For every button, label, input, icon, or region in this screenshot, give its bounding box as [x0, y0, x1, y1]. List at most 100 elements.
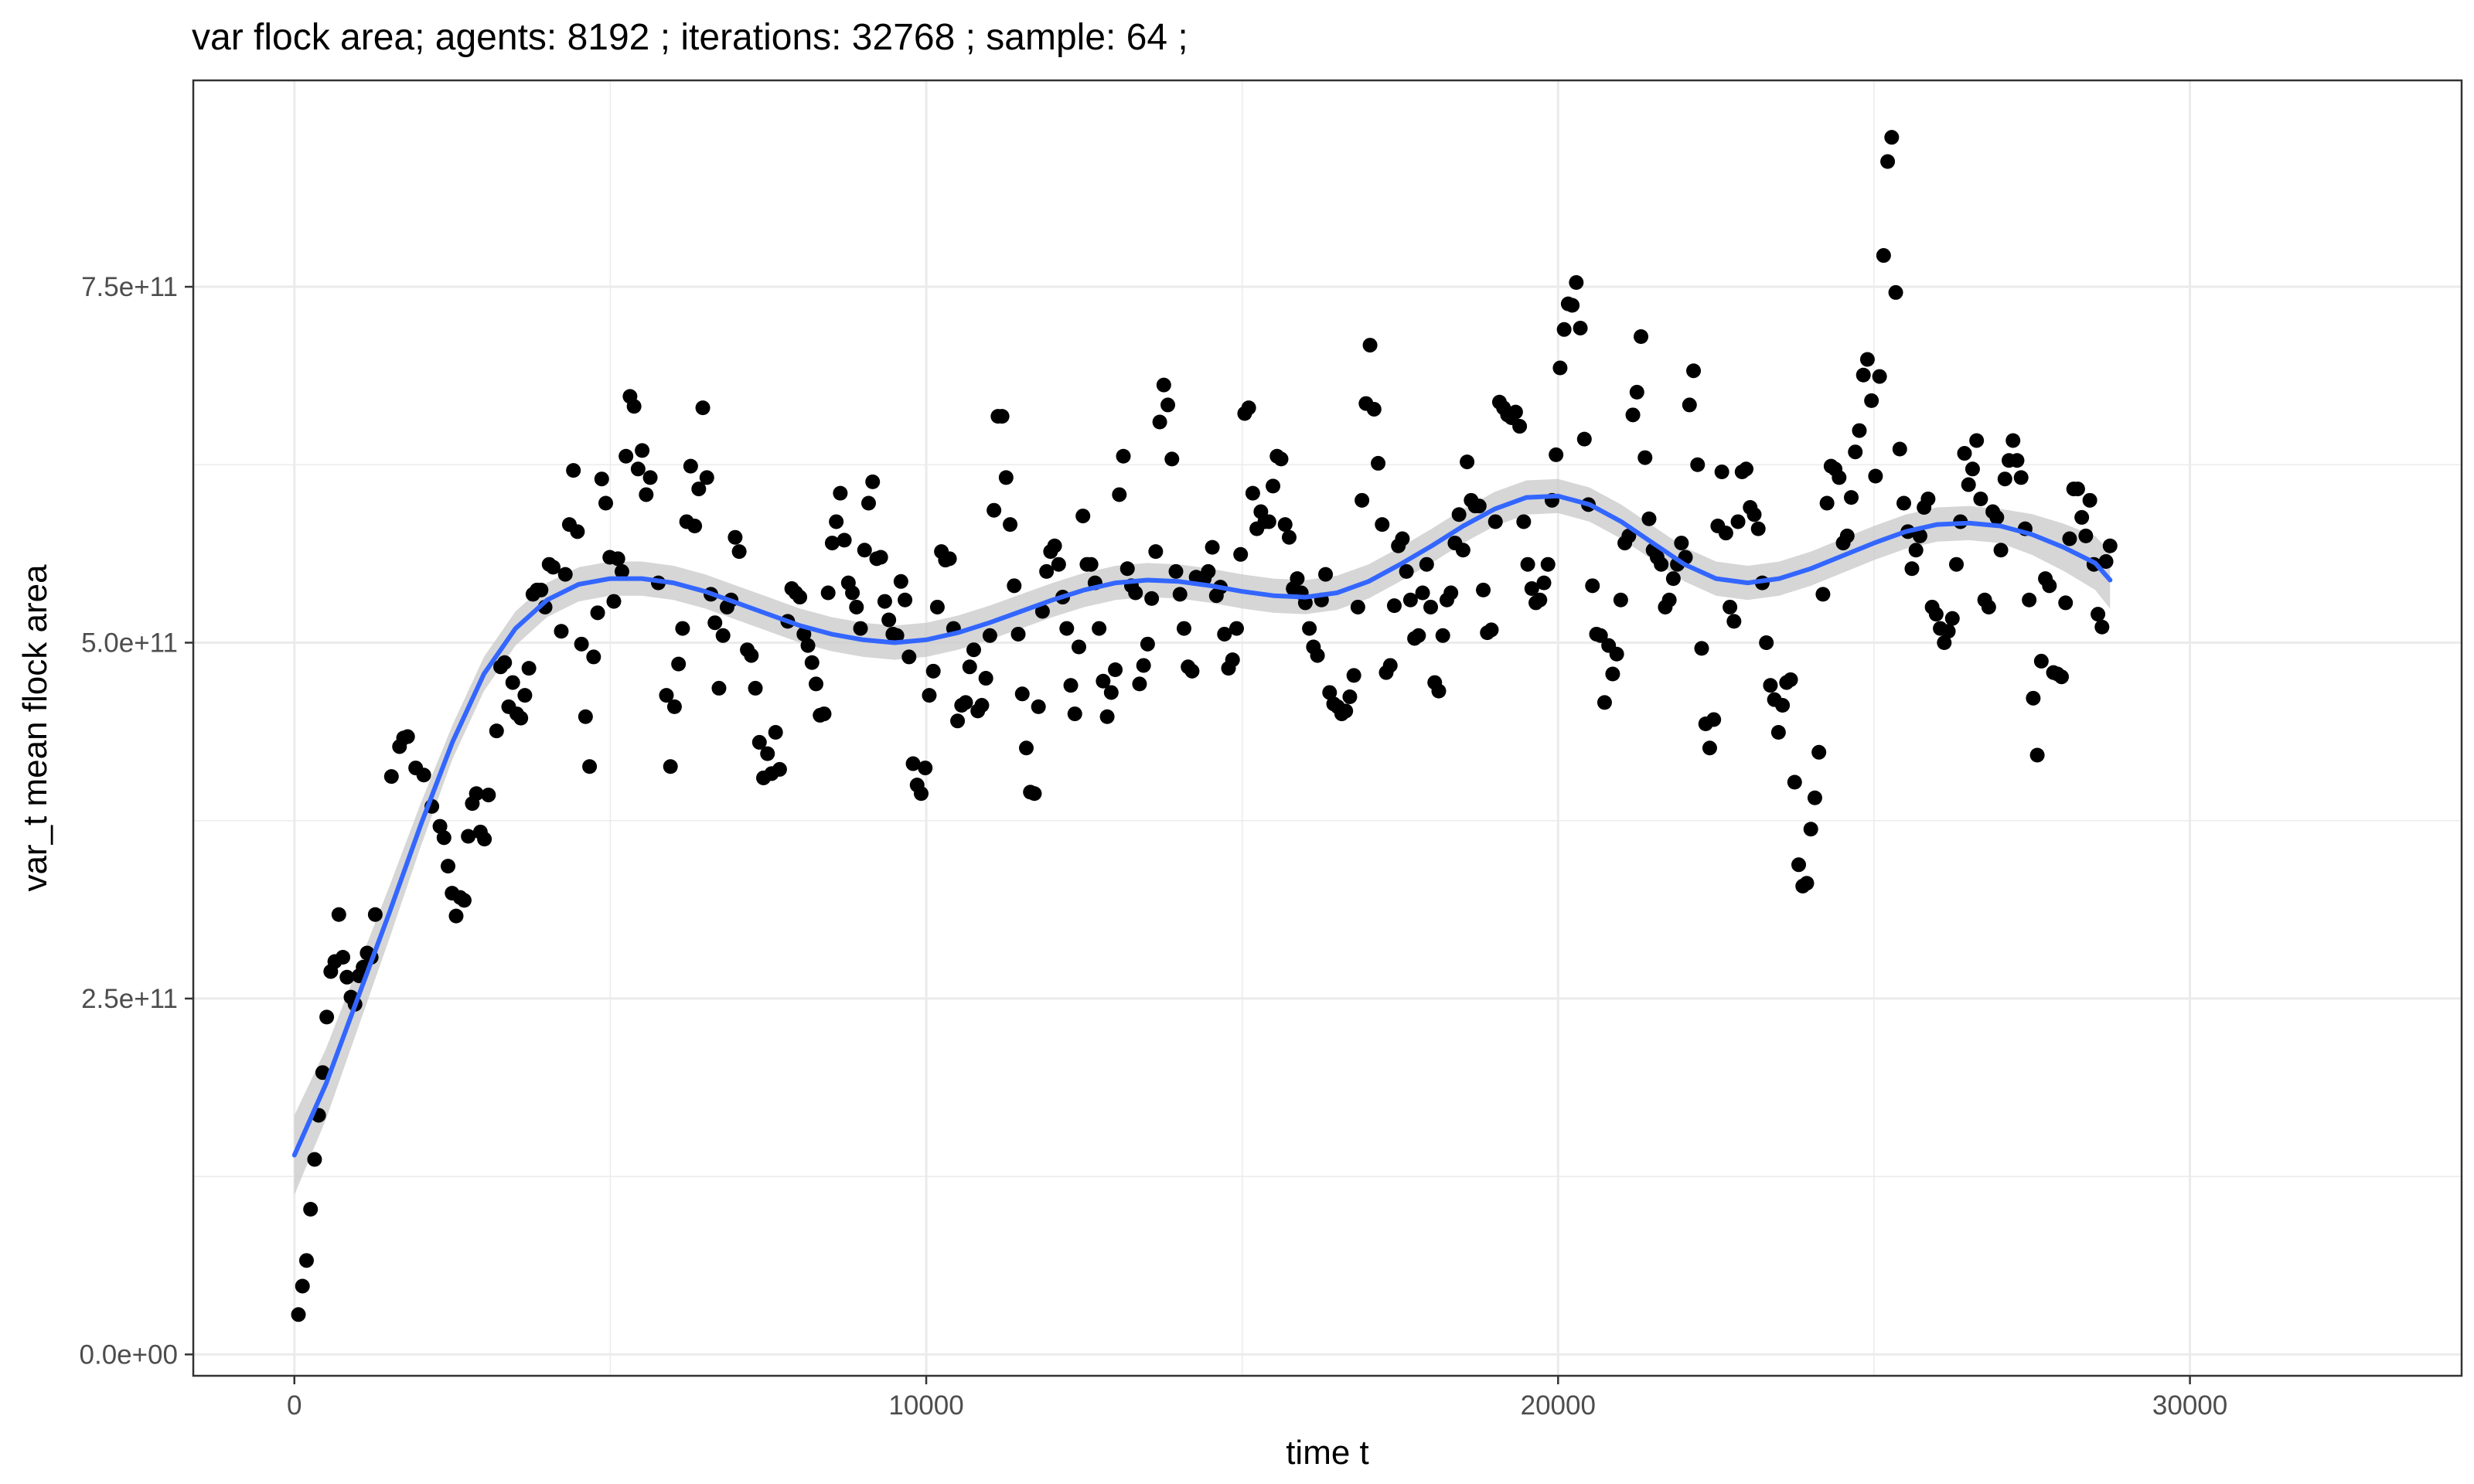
data-point	[1634, 329, 1649, 345]
plot-panel-border	[192, 79, 2463, 1377]
data-point	[1665, 571, 1681, 587]
data-point	[578, 709, 593, 724]
data-point	[942, 551, 957, 567]
data-point	[590, 605, 605, 621]
data-point	[416, 768, 431, 783]
data-point	[383, 769, 399, 785]
data-point	[295, 1278, 310, 1294]
data-point	[1989, 509, 2005, 525]
data-point	[1136, 658, 1151, 673]
y-tick-label: 7.5e+11	[81, 272, 178, 302]
data-point	[1051, 556, 1066, 572]
data-point	[517, 688, 533, 703]
data-point	[1411, 628, 1426, 643]
data-point	[1099, 709, 1115, 724]
data-point	[751, 734, 767, 750]
data-point	[570, 524, 585, 539]
data-point	[1807, 790, 1822, 805]
data-point	[1783, 672, 1798, 687]
data-point	[1576, 431, 1592, 447]
data-point	[336, 950, 351, 965]
data-point	[1609, 646, 1624, 662]
data-point	[1625, 407, 1641, 423]
data-point	[1973, 491, 1988, 506]
data-point	[675, 621, 690, 636]
chart-title: var flock area; agents: 8192 ; iteration…	[192, 17, 1188, 58]
data-point	[1156, 377, 1171, 393]
data-point	[1593, 628, 1608, 643]
data-point	[1362, 338, 1378, 353]
data-point	[1718, 526, 1733, 541]
data-point	[606, 594, 622, 609]
data-point	[1637, 450, 1653, 465]
data-point	[1832, 470, 1847, 485]
data-point	[1799, 876, 1815, 891]
x-tick-label: 30000	[2152, 1390, 2227, 1421]
data-point	[829, 514, 844, 529]
data-point	[929, 599, 945, 614]
data-point	[1928, 607, 1944, 622]
data-point	[1010, 626, 1026, 642]
data-point	[1205, 539, 1220, 555]
data-point	[893, 574, 908, 589]
y-tick-label: 0.0e+00	[80, 1339, 179, 1370]
data-point	[962, 659, 977, 675]
data-point	[635, 443, 650, 458]
data-point	[1965, 461, 1980, 477]
data-point	[1597, 695, 1612, 710]
data-point	[639, 487, 654, 502]
data-point	[1431, 683, 1447, 699]
data-point	[533, 582, 549, 597]
data-point	[1540, 556, 1556, 572]
data-point	[707, 615, 723, 631]
data-point	[441, 859, 456, 874]
data-point	[1872, 369, 1887, 384]
data-point	[889, 628, 905, 643]
data-point	[1852, 423, 1867, 438]
data-point	[1007, 578, 1022, 594]
data-point	[456, 893, 472, 908]
data-point	[477, 832, 492, 847]
x-axis-ticks: 0 10000 20000 30000	[287, 1376, 2227, 1421]
smooth-line-layer	[291, 493, 2113, 1158]
data-point	[1969, 433, 1985, 448]
data-point	[630, 461, 646, 477]
data-point	[1471, 499, 1487, 514]
data-point	[1892, 441, 1907, 457]
data-point	[1629, 384, 1644, 400]
data-point	[1112, 487, 1127, 502]
data-point	[837, 533, 852, 548]
data-point	[1164, 451, 1180, 467]
data-point	[1904, 561, 1920, 577]
data-point	[833, 485, 848, 501]
data-point	[1310, 648, 1325, 663]
data-point	[481, 788, 496, 803]
data-point	[744, 648, 759, 663]
data-point	[303, 1202, 319, 1217]
data-point	[1803, 822, 1818, 837]
data-point	[2026, 690, 2041, 706]
data-point	[1855, 367, 1871, 383]
x-axis-title: time t	[1286, 1434, 1369, 1472]
data-point	[1536, 575, 1552, 591]
data-point	[1395, 531, 1410, 546]
data-point	[1059, 621, 1075, 636]
data-point	[557, 567, 573, 582]
data-point	[2098, 554, 2114, 570]
data-point	[1034, 604, 1050, 619]
data-point	[1569, 275, 1584, 291]
data-point	[1961, 477, 1976, 492]
data-point	[1003, 517, 1018, 533]
data-point	[1549, 447, 1564, 462]
data-point	[2013, 470, 2029, 485]
data-point	[1484, 622, 1499, 638]
data-point	[2082, 492, 2097, 508]
data-point	[1839, 528, 1855, 543]
data-point	[2074, 509, 2090, 525]
data-point	[1281, 529, 1297, 545]
data-point	[505, 675, 520, 690]
data-point	[319, 1009, 335, 1025]
data-point	[1322, 685, 1338, 700]
data-point	[367, 907, 383, 922]
data-point	[1047, 538, 1062, 553]
